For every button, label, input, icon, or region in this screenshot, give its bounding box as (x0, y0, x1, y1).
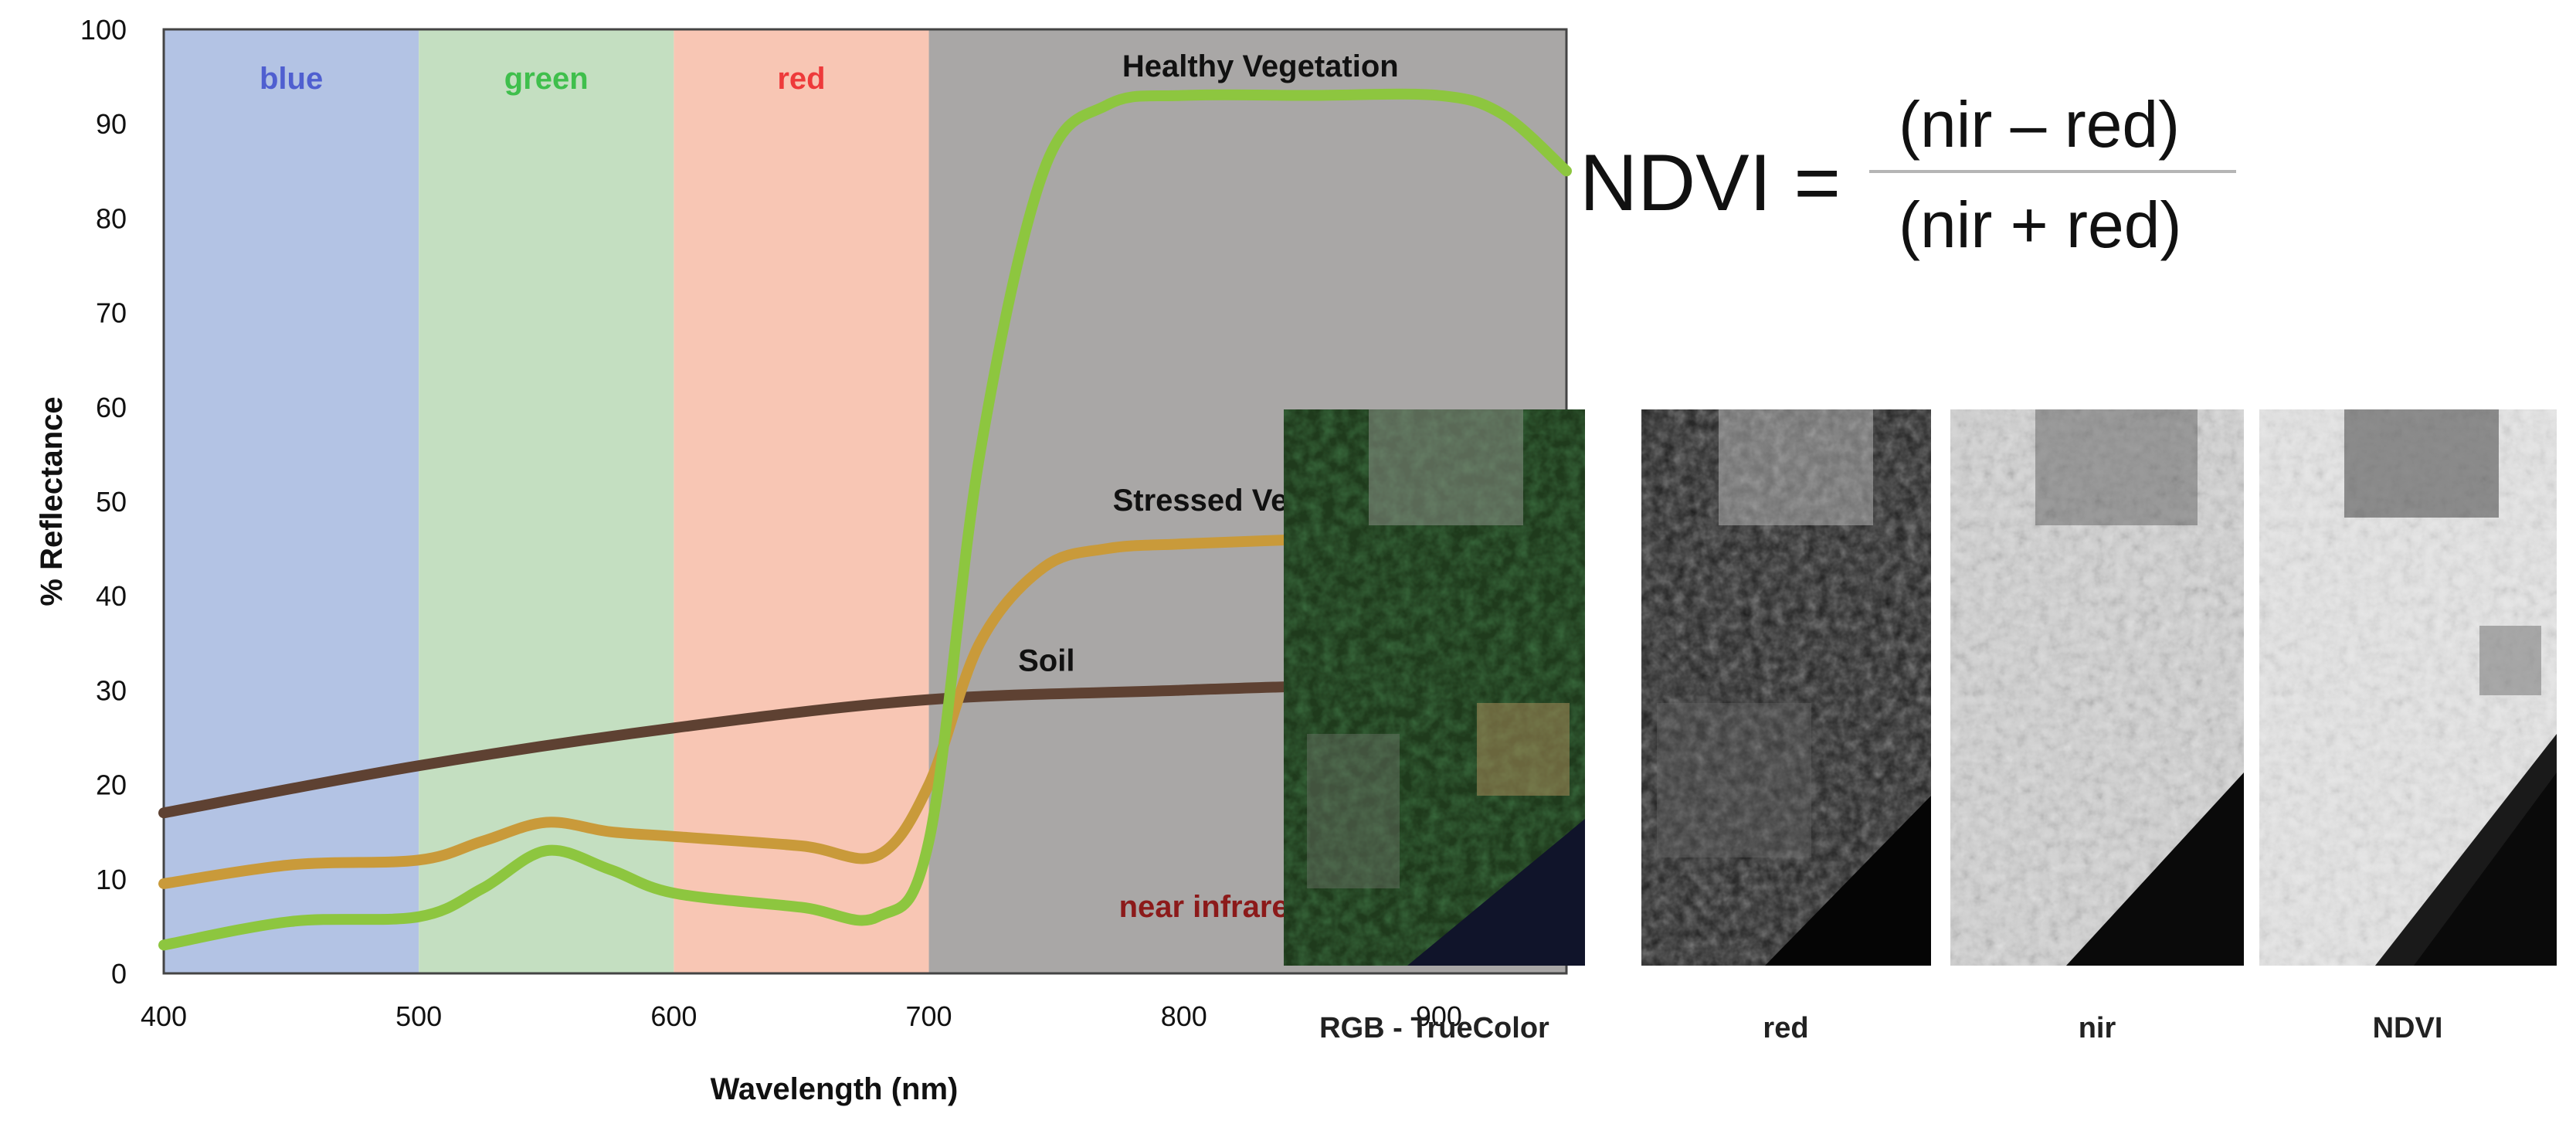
caption-rgb-truecolor: RGB - TrueColor (1319, 1012, 1549, 1044)
rgb-truecolor-satellite-image (1284, 409, 1585, 966)
y-tick-label: 70 (96, 297, 127, 329)
band-green-region (419, 29, 674, 973)
y-tick-label: 60 (96, 392, 127, 423)
series-label-soil: Soil (1018, 644, 1074, 678)
red-band-satellite-image (1641, 409, 1931, 966)
x-tick-label: 500 (395, 1000, 442, 1032)
series-line-healthy-vegetation (158, 88, 1572, 951)
caption-red: red (1763, 1012, 1808, 1044)
band-label-red: red (777, 62, 825, 96)
band-label-blue: blue (260, 62, 323, 96)
x-tick-label: 600 (650, 1000, 697, 1032)
formula-lhs: NDVI = (1580, 138, 1841, 228)
y-tick-label: 90 (96, 108, 127, 140)
band-red-region (674, 29, 929, 973)
y-tick-label: 40 (96, 580, 127, 612)
y-tick-label: 80 (96, 202, 127, 234)
ndvi-formula: NDVI = (nir – red) (nir + red) (1580, 88, 2236, 261)
caption-nir: nir (2079, 1012, 2116, 1044)
y-tick-label: 20 (96, 769, 127, 801)
band-blue-region (164, 29, 419, 973)
x-axis-title: Wavelength (nm) (711, 1072, 959, 1106)
y-tick-label: 100 (80, 14, 127, 46)
band-label-green: green (504, 62, 589, 96)
ndvi-satellite-image (2259, 409, 2557, 966)
nir-band-satellite-image (1950, 409, 2244, 966)
x-tick-label: 400 (141, 1000, 187, 1032)
y-axis-title: % Reflectance (35, 396, 69, 606)
x-tick-label: 800 (1161, 1000, 1207, 1032)
formula-denominator: (nir + red) (1899, 188, 2181, 261)
y-tick-label: 50 (96, 486, 127, 518)
satellite-images: RGB - TrueColor red nir NDVI (1284, 409, 2557, 1044)
x-tick-label: 700 (906, 1000, 952, 1032)
y-tick-label: 30 (96, 674, 127, 706)
y-tick-label: 10 (96, 864, 127, 895)
series-label-healthy-vegetation: Healthy Vegetation (1122, 49, 1399, 83)
caption-ndvi: NDVI (2373, 1012, 2443, 1044)
formula-numerator: (nir – red) (1899, 88, 2180, 161)
x-tick-label: 900 (1416, 1000, 1462, 1032)
y-tick-label: 0 (111, 958, 127, 990)
